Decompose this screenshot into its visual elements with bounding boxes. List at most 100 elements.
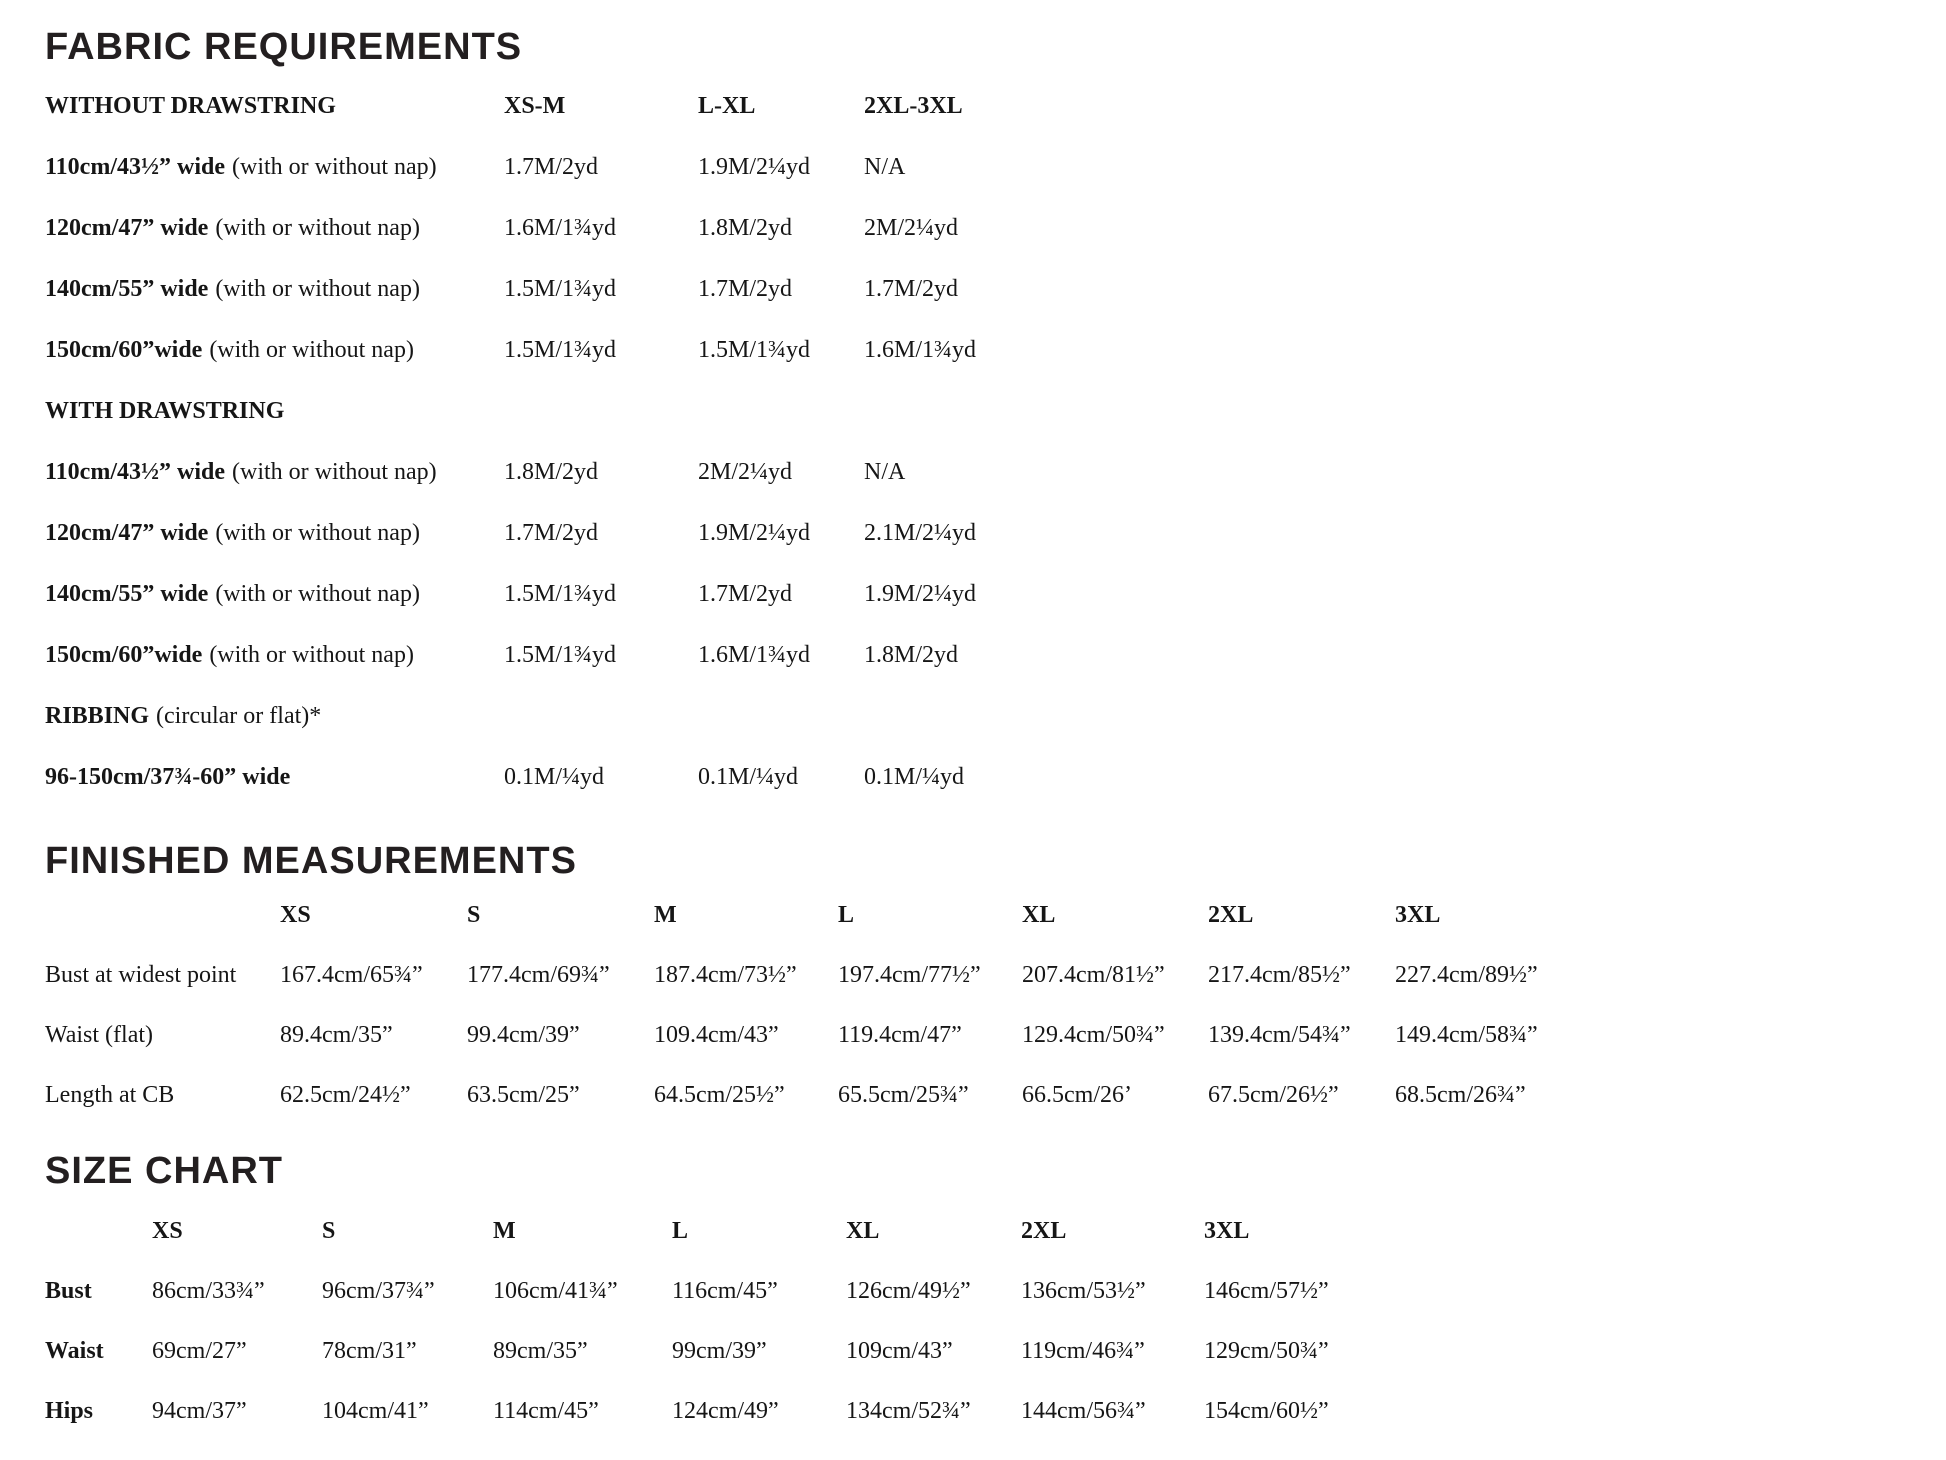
fabric-nap-note: (with or without nap) xyxy=(232,459,437,485)
fabric-row: 120cm/47” wide (with or without nap) 1.7M… xyxy=(45,520,1124,546)
column-header-xl: XL xyxy=(846,1218,880,1244)
size-value-cell: 94cm/37” xyxy=(152,1398,247,1424)
size-value-cell: 114cm/45” xyxy=(493,1398,599,1424)
fabric-width-label: 140cm/55” wide xyxy=(45,581,209,607)
fabric-value-cell: 1.5M/1¾yd xyxy=(504,642,617,668)
size-value-cell: 144cm/56¾” xyxy=(1021,1398,1146,1424)
size-value-cell: 109cm/43” xyxy=(846,1338,953,1364)
fabric-width-label: 150cm/60”wide xyxy=(45,337,203,363)
column-header-l-xl: L-XL xyxy=(698,93,756,119)
column-header-m: M xyxy=(654,902,677,928)
column-header-2xl: 2XL xyxy=(1208,902,1254,928)
size-value-cell: 69cm/27” xyxy=(152,1338,247,1364)
section-header-ribbing: RIBBING xyxy=(45,703,150,729)
measurement-value-cell: 139.4cm/54¾” xyxy=(1208,1022,1351,1048)
column-header-s: S xyxy=(322,1218,336,1244)
fabric-row: 140cm/55” wide (with or without nap) 1.5M… xyxy=(45,581,1124,607)
size-value-cell: 99cm/39” xyxy=(672,1338,767,1364)
fabric-value-cell: 2M/2¼yd xyxy=(864,215,959,241)
fabric-row-label: 110cm/43½” wide (with or without nap) xyxy=(45,154,504,180)
measurement-value-cell: 227.4cm/89½” xyxy=(1395,962,1538,988)
fabric-value-cell: 1.9M/2¼yd xyxy=(698,520,811,546)
fabric-nap-note: (with or without nap) xyxy=(232,154,437,180)
fabric-width-label: 110cm/43½” wide xyxy=(45,154,225,180)
fabric-value-cell: 1.9M/2¼yd xyxy=(698,154,811,180)
size-value-cell: 136cm/53½” xyxy=(1021,1278,1146,1304)
fabric-row-label: 120cm/47” wide (with or without nap) xyxy=(45,520,504,546)
measurement-value-cell: 149.4cm/58¾” xyxy=(1395,1022,1538,1048)
fabric-nap-note: (with or without nap) xyxy=(215,215,420,241)
measurement-value-cell: 197.4cm/77½” xyxy=(838,962,981,988)
measurement-value-cell: 207.4cm/81½” xyxy=(1022,962,1165,988)
size-chart-title: SIZE CHART xyxy=(45,1150,283,1192)
measurement-value-cell: 217.4cm/85½” xyxy=(1208,962,1351,988)
fabric-value-cell: 0.1M/¼yd xyxy=(698,764,799,790)
fabric-value-cell: 1.7M/2yd xyxy=(864,276,959,302)
fabric-value-cell: 1.7M/2yd xyxy=(698,581,793,607)
size-row-label: Hips xyxy=(45,1398,94,1424)
measurement-row-label: Bust at widest point xyxy=(45,962,237,988)
fabric-value-cell: 1.8M/2yd xyxy=(864,642,959,668)
size-value-cell: 104cm/41” xyxy=(322,1398,429,1424)
fabric-row: 120cm/47” wide (with or without nap) 1.6M… xyxy=(45,215,1124,241)
size-value-cell: 154cm/60½” xyxy=(1204,1398,1329,1424)
column-header-l: L xyxy=(672,1218,689,1244)
size-value-cell: 106cm/41¾” xyxy=(493,1278,618,1304)
ribbing-note: (circular or flat)* xyxy=(156,703,322,729)
measurement-row-label: Length at CB xyxy=(45,1082,175,1108)
column-header-3xl: 3XL xyxy=(1395,902,1441,928)
finished-measurements-row: Length at CB 62.5cm/24½” 63.5cm/25” 64.5… xyxy=(45,1082,1625,1108)
measurement-value-cell: 63.5cm/25” xyxy=(467,1082,580,1108)
column-header-2xl-3xl: 2XL-3XL xyxy=(864,93,963,119)
size-value-cell: 78cm/31” xyxy=(322,1338,417,1364)
fabric-value-cell: 1.7M/2yd xyxy=(504,520,599,546)
fabric-nap-note: (with or without nap) xyxy=(215,276,420,302)
section-header-with-drawstring: WITH DRAWSTRING xyxy=(45,398,285,424)
fabric-value-cell: 1.6M/1¾yd xyxy=(864,337,977,363)
size-value-cell: 126cm/49½” xyxy=(846,1278,971,1304)
fabric-width-label: 96-150cm/37¾-60” wide xyxy=(45,764,291,790)
fabric-width-label: 120cm/47” wide xyxy=(45,215,209,241)
empty-cell xyxy=(45,902,280,928)
size-value-cell: 124cm/49” xyxy=(672,1398,779,1424)
fabric-value-cell: 1.7M/2yd xyxy=(698,276,793,302)
finished-measurements-title: FINISHED MEASUREMENTS xyxy=(45,840,577,882)
fabric-row-label: 150cm/60”wide (with or without nap) xyxy=(45,337,504,363)
fabric-row: 96-150cm/37¾-60” wide 0.1M/¼yd 0.1M/¼yd … xyxy=(45,764,1124,790)
measurement-value-cell: 119.4cm/47” xyxy=(838,1022,962,1048)
fabric-row: 110cm/43½” wide (with or without nap) 1.8… xyxy=(45,459,1124,485)
fabric-value-cell: N/A xyxy=(864,459,906,485)
measurement-value-cell: 68.5cm/26¾” xyxy=(1395,1082,1526,1108)
size-chart-row: Hips 94cm/37” 104cm/41” 114cm/45” 124cm/… xyxy=(45,1398,1434,1424)
fabric-section-header-row: RIBBING (circular or flat)* xyxy=(45,703,321,729)
size-chart-header-row: XS S M L XL 2XL 3XL xyxy=(45,1218,1434,1244)
size-chart-row: Bust 86cm/33¾” 96cm/37¾” 106cm/41¾” 116c… xyxy=(45,1278,1434,1304)
column-header-l: L xyxy=(838,902,855,928)
fabric-value-cell: 1.6M/1¾yd xyxy=(504,215,617,241)
size-value-cell: 119cm/46¾” xyxy=(1021,1338,1145,1364)
size-value-cell: 116cm/45” xyxy=(672,1278,778,1304)
fabric-nap-note: (with or without nap) xyxy=(215,520,420,546)
fabric-nap-note: (with or without nap) xyxy=(215,581,420,607)
fabric-value-cell: 2M/2¼yd xyxy=(698,459,793,485)
empty-cell xyxy=(45,1218,152,1244)
measurement-value-cell: 99.4cm/39” xyxy=(467,1022,580,1048)
measurement-value-cell: 89.4cm/35” xyxy=(280,1022,393,1048)
fabric-row-label: 120cm/47” wide (with or without nap) xyxy=(45,215,504,241)
column-header-2xl: 2XL xyxy=(1021,1218,1067,1244)
fabric-value-cell: 1.5M/1¾yd xyxy=(504,276,617,302)
measurement-value-cell: 167.4cm/65¾” xyxy=(280,962,423,988)
size-chart-row: Waist 69cm/27” 78cm/31” 89cm/35” 99cm/39… xyxy=(45,1338,1434,1364)
fabric-width-label: 140cm/55” wide xyxy=(45,276,209,302)
fabric-value-cell: 0.1M/¼yd xyxy=(864,764,965,790)
measurement-value-cell: 129.4cm/50¾” xyxy=(1022,1022,1165,1048)
measurement-value-cell: 64.5cm/25½” xyxy=(654,1082,785,1108)
fabric-row: 110cm/43½” wide (with or without nap) 1.7… xyxy=(45,154,1124,180)
fabric-value-cell: 1.5M/1¾yd xyxy=(698,337,811,363)
column-header-3xl: 3XL xyxy=(1204,1218,1250,1244)
column-header-xl: XL xyxy=(1022,902,1056,928)
fabric-value-cell: 2.1M/2¼yd xyxy=(864,520,977,546)
measurement-value-cell: 109.4cm/43” xyxy=(654,1022,779,1048)
fabric-section-header-row: WITH DRAWSTRING xyxy=(45,398,284,424)
column-header-s: S xyxy=(467,902,481,928)
